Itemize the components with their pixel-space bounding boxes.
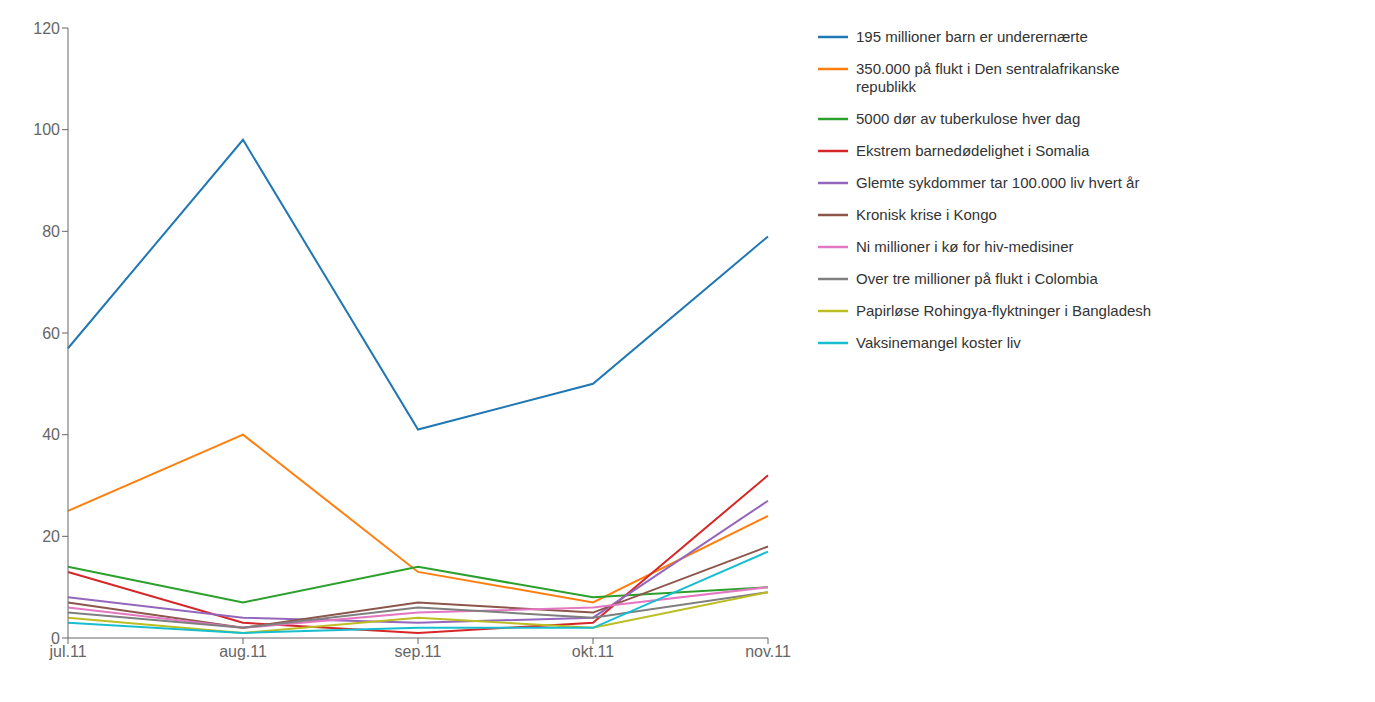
svg-text:80: 80 [42,223,60,240]
svg-text:40: 40 [42,426,60,443]
html-text:350.000 på flukt i Den sentral: 350.000 på flukt i Den sentralafrikanske… [856,60,1120,95]
html-text:Ekstrem barnedødelighet i Soma: Ekstrem barnedødelighet i Somalia [856,142,1090,159]
svg-text:jul.11: jul.11 [49,643,87,661]
svg-text:100: 100 [33,121,60,138]
html-text:Papirløse Rohingya-flyktninger: Papirløse Rohingya-flyktninger i Banglad… [856,302,1152,319]
svg-text:sep.11: sep.11 [395,643,442,660]
svg-text:okt.11: okt.11 [572,643,615,660]
html-text:Vaksinemangel koster liv: Vaksinemangel koster liv [856,334,1021,351]
html-text:195 millioner barn er underern: 195 millioner barn er underernærte [856,28,1088,45]
svg-text:0: 0 [51,630,60,647]
html-text:Over tre millioner på flukt i: Over tre millioner på flukt i Colombia [856,270,1098,287]
html-text:Ni millioner i kø for hiv-medi: Ni millioner i kø for hiv-medisiner [856,238,1074,255]
html-text:5000 dør av tuberkulose hver d: 5000 dør av tuberkulose hver dag [856,110,1081,127]
svg-text:nov.11: nov.11 [745,643,791,660]
svg-text:120: 120 [33,20,60,37]
svg-text:aug.11: aug.11 [219,643,267,660]
svg-text:60: 60 [42,325,60,342]
svg-text:20: 20 [42,528,60,545]
html-text:Kronisk krise i Kongo: Kronisk krise i Kongo [856,206,997,223]
html-text:Glemte sykdommer tar 100.000 l: Glemte sykdommer tar 100.000 liv hvert å… [856,174,1140,191]
